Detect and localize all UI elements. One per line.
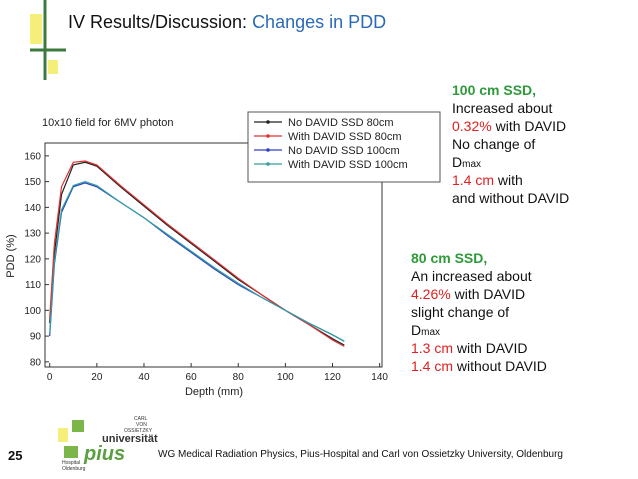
note-line: 4.26% with DAVID (411, 286, 525, 302)
series-line (49, 180, 345, 342)
y-tick-label: 150 (24, 177, 41, 188)
logo-text: Oldenburg (62, 466, 86, 472)
y-tick-label: 160 (24, 151, 41, 162)
legend-label: With DAVID SSD 100cm (288, 159, 408, 171)
legend-marker (266, 162, 270, 166)
legend-marker (266, 148, 270, 152)
note-heading: 80 cm SSD, (411, 250, 487, 266)
note-line: 0.32% with DAVID (452, 118, 566, 134)
logo: CARL VON OSSIETZKY universität pius Hosp… (58, 416, 158, 472)
note-subscript: max (421, 327, 440, 338)
note-line: and without DAVID (452, 190, 569, 206)
legend-marker (266, 134, 270, 138)
logo-square (72, 420, 84, 432)
legend-label: With DAVID SSD 80cm (288, 131, 402, 143)
chart: 10x10 field for 6MV photon Depth (mm) PD… (5, 111, 441, 398)
note-text: with (494, 172, 523, 188)
note-line: Increased about (452, 100, 553, 116)
x-tick-label: 40 (138, 372, 150, 383)
x-tick-label: 120 (324, 372, 341, 383)
note-line: 1.4 cm without DAVID (411, 358, 547, 374)
note-text: with DAVID (451, 286, 525, 302)
note-line: Dmax (452, 154, 481, 170)
x-tick-label: 20 (91, 372, 103, 383)
note-line: An increased about (411, 268, 532, 284)
legend-box (247, 111, 441, 183)
note-text: D (411, 322, 421, 338)
logo-text: CARL (134, 416, 148, 422)
title-highlight: Changes in PDD (252, 12, 386, 32)
y-tick-label: 120 (24, 254, 41, 265)
note-line: 1.3 cm with DAVID (411, 340, 527, 356)
x-tick-label: 0 (47, 372, 53, 383)
deco-square (30, 14, 42, 44)
x-tick-label: 140 (371, 372, 388, 383)
note-value: 0.32% (452, 118, 492, 134)
logo-text: VON (136, 422, 147, 428)
note-text: with DAVID (453, 340, 527, 356)
y-tick-label: 90 (30, 332, 42, 343)
note-subscript: max (462, 159, 481, 170)
note-value: 1.4 cm (411, 358, 453, 374)
legend-label: No DAVID SSD 100cm (288, 145, 400, 157)
note-text: with DAVID (492, 118, 566, 134)
note-line: slight change of (411, 304, 509, 320)
note-line: 1.4 cm with (452, 172, 523, 188)
chart-title: 10x10 field for 6MV photon (42, 117, 173, 129)
note-value: 1.3 cm (411, 340, 453, 356)
note-text: D (452, 154, 462, 170)
note-value: 1.4 cm (452, 172, 494, 188)
title-part: IV Results/Discussion: (68, 12, 252, 32)
legend-marker (266, 120, 270, 124)
y-tick-label: 80 (30, 357, 42, 368)
y-tick-label: 100 (24, 306, 41, 317)
logo-square (64, 446, 78, 458)
page-number: 25 (8, 448, 22, 463)
footer: WG Medical Radiation Physics, Pius-Hospi… (158, 449, 563, 460)
note-line: Dmax (411, 322, 440, 338)
y-tick-label: 130 (24, 229, 41, 240)
y-tick-label: 140 (24, 203, 41, 214)
slide-title: IV Results/Discussion: Changes in PDD (68, 12, 386, 32)
y-tick-label: 110 (25, 280, 41, 291)
note-value: 4.26% (411, 286, 451, 302)
legend-label: No DAVID SSD 80cm (288, 117, 394, 129)
note-80: 80 cm SSD, An increased about 4.26% with… (411, 250, 547, 374)
x-tick-label: 100 (277, 372, 294, 383)
x-axis-label: Depth (mm) (185, 386, 243, 398)
deco-square (48, 60, 58, 74)
note-text: without DAVID (453, 358, 547, 374)
x-tick-label: 60 (186, 372, 198, 383)
logo-square (58, 428, 68, 442)
note-line: No change of (452, 136, 535, 152)
note-heading: 100 cm SSD, (452, 82, 536, 98)
x-tick-label: 80 (233, 372, 245, 383)
note-100: 100 cm SSD, Increased about 0.32% with D… (452, 82, 569, 206)
y-axis-label: PDD (%) (5, 234, 17, 277)
plot-frame (44, 142, 383, 368)
logo-text: OSSIETZKY (124, 428, 153, 434)
logo-text: pius (83, 443, 125, 465)
logo-text: Hospital (62, 460, 80, 466)
logo-text: universität (102, 433, 158, 445)
